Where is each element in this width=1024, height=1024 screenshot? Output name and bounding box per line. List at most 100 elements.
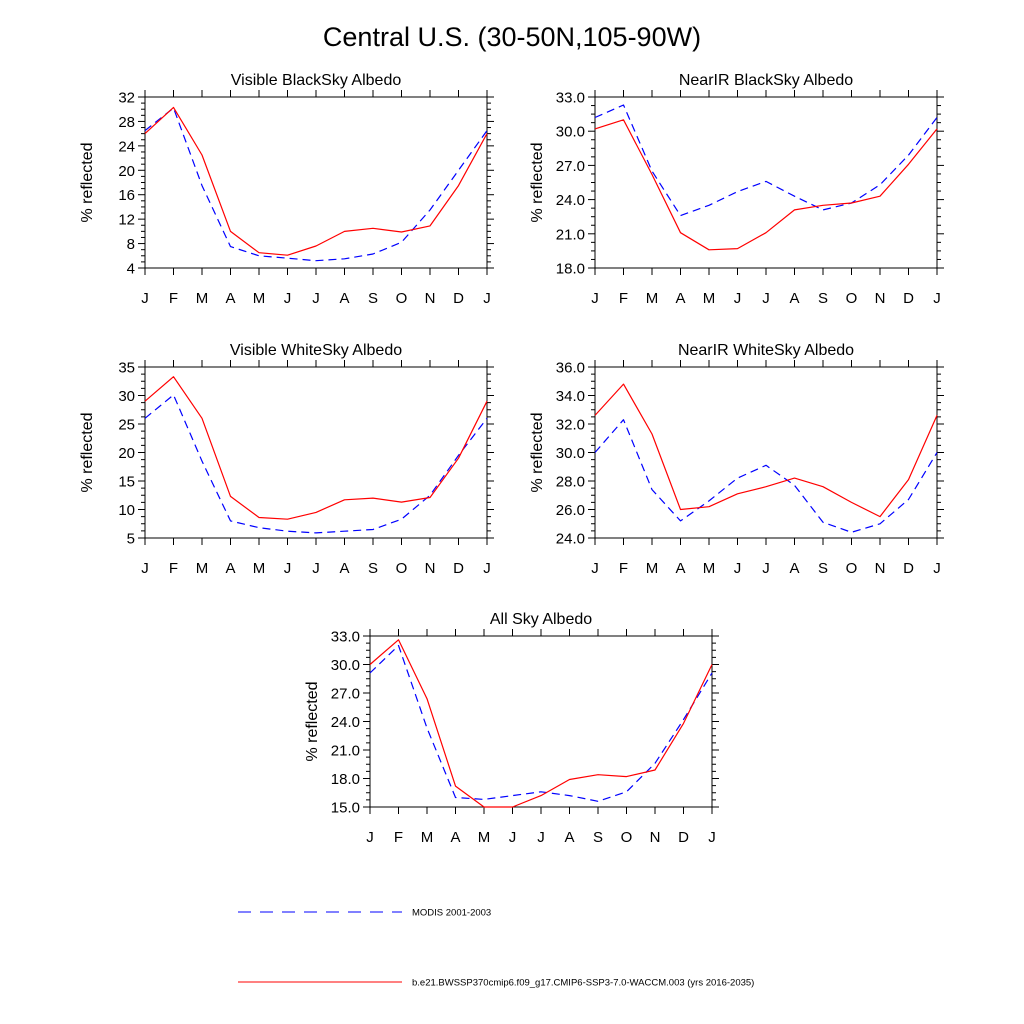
x-tick-label: M xyxy=(646,290,659,307)
series-line-modis xyxy=(144,107,488,262)
y-tick-label: 20 xyxy=(118,163,135,180)
x-tick-label: N xyxy=(650,829,661,846)
x-tick-label: A xyxy=(339,560,349,577)
y-tick-label: 24.0 xyxy=(556,192,585,209)
y-tick-label: 30.0 xyxy=(556,445,585,462)
y-tick-label: 20 xyxy=(118,445,135,462)
x-tick-label: S xyxy=(818,290,828,307)
plot-frame xyxy=(144,96,488,269)
figure-title: Central U.S. (30-50N,105-90W) xyxy=(322,22,702,52)
x-tick-label: D xyxy=(678,829,689,846)
y-tick-label: 12 xyxy=(118,212,135,229)
plot-frame xyxy=(594,96,938,269)
x-tick-label: A xyxy=(675,560,685,577)
series-line-modis xyxy=(369,644,713,802)
x-tick-label: J xyxy=(483,560,491,577)
plot-frame xyxy=(369,635,713,808)
legend-label-modis: MODIS 2001-2003 xyxy=(412,908,491,919)
x-tick-label: N xyxy=(425,290,436,307)
x-tick-label: S xyxy=(593,829,603,846)
x-tick-label: D xyxy=(453,290,464,307)
chart-title: Visible BlackSky Albedo xyxy=(231,72,402,89)
x-tick-label: J xyxy=(591,290,599,307)
x-tick-label: O xyxy=(396,290,408,307)
x-tick-label: J xyxy=(141,290,149,307)
x-tick-label: J xyxy=(734,560,742,577)
x-tick-label: J xyxy=(933,290,941,307)
y-tick-label: 8 xyxy=(127,236,135,253)
y-tick-label: 35 xyxy=(118,360,135,377)
x-tick-label: J xyxy=(762,560,770,577)
x-tick-label: J xyxy=(591,560,599,577)
y-tick-label: 21.0 xyxy=(331,743,360,760)
x-tick-label: M xyxy=(646,560,659,577)
x-tick-label: J xyxy=(708,829,716,846)
x-tick-label: O xyxy=(846,290,858,307)
chart-panel-2: Visible WhiteSky Albedo % reflected 5 10 15 2… xyxy=(79,342,494,577)
x-tick-label: A xyxy=(564,829,574,846)
chart-title: NearIR BlackSky Albedo xyxy=(679,72,853,89)
x-tick-label: S xyxy=(368,290,378,307)
x-tick-label: O xyxy=(846,560,858,577)
x-tick-label: J xyxy=(762,290,770,307)
y-tick-label: 10 xyxy=(118,502,135,519)
x-tick-label: M xyxy=(196,290,209,307)
y-tick-label: 32.0 xyxy=(556,417,585,434)
y-tick-label: 28 xyxy=(118,114,135,131)
x-tick-label: M xyxy=(703,290,716,307)
plot-frame xyxy=(594,366,938,539)
y-axis-label: % reflected xyxy=(529,412,546,492)
x-tick-label: M xyxy=(253,560,266,577)
x-tick-label: N xyxy=(875,560,886,577)
y-axis-label: % reflected xyxy=(529,142,546,222)
x-tick-label: D xyxy=(903,290,914,307)
x-tick-label: N xyxy=(425,560,436,577)
x-tick-label: J xyxy=(312,560,320,577)
series-line-model xyxy=(594,119,938,251)
series-line-model xyxy=(369,639,713,808)
x-tick-label: N xyxy=(875,290,886,307)
chart-title: All Sky Albedo xyxy=(490,611,592,628)
y-tick-label: 18.0 xyxy=(331,771,360,788)
x-tick-label: M xyxy=(253,290,266,307)
x-tick-label: J xyxy=(284,290,292,307)
x-tick-label: D xyxy=(453,560,464,577)
y-tick-label: 16 xyxy=(118,187,135,204)
y-tick-label: 30 xyxy=(118,388,135,405)
chart-panel-0: Visible BlackSky Albedo % reflected 4 8 12 16… xyxy=(79,72,494,307)
y-tick-label: 27.0 xyxy=(331,686,360,703)
y-tick-label: 26.0 xyxy=(556,502,585,519)
y-tick-label: 33.0 xyxy=(556,90,585,107)
y-tick-label: 30.0 xyxy=(331,657,360,674)
legend: MODIS 2001-2003 b.e21.BWSSP370cmip6.f09_… xyxy=(238,908,754,989)
x-tick-label: A xyxy=(225,560,235,577)
y-tick-label: 34.0 xyxy=(556,388,585,405)
x-tick-label: J xyxy=(284,560,292,577)
x-tick-label: S xyxy=(818,560,828,577)
y-tick-label: 15 xyxy=(118,474,135,491)
x-tick-label: F xyxy=(169,290,178,307)
y-axis-label: % reflected xyxy=(304,681,321,761)
y-tick-label: 24.0 xyxy=(331,714,360,731)
x-tick-label: J xyxy=(141,560,149,577)
y-tick-label: 24 xyxy=(118,138,135,155)
x-tick-label: M xyxy=(196,560,209,577)
x-tick-label: J xyxy=(312,290,320,307)
x-tick-label: D xyxy=(903,560,914,577)
x-tick-label: A xyxy=(789,290,799,307)
chart-panel-1: NearIR BlackSky Albedo % reflected 18.0 21.… xyxy=(529,72,944,307)
legend-label-model: b.e21.BWSSP370cmip6.f09_g17.CMIP6-SSP3-7… xyxy=(412,978,754,989)
chart-panel-3: NearIR WhiteSky Albedo % reflected 24.0 26.… xyxy=(529,342,944,577)
y-tick-label: 4 xyxy=(127,261,135,278)
y-tick-label: 30.0 xyxy=(556,124,585,141)
y-tick-label: 24.0 xyxy=(556,531,585,548)
x-tick-label: F xyxy=(619,290,628,307)
y-tick-label: 5 xyxy=(127,531,135,548)
x-tick-label: M xyxy=(478,829,491,846)
y-axis-label: % reflected xyxy=(79,142,96,222)
x-tick-label: J xyxy=(509,829,517,846)
series-line-model xyxy=(144,376,488,520)
y-tick-label: 27.0 xyxy=(556,158,585,175)
x-tick-label: A xyxy=(450,829,460,846)
